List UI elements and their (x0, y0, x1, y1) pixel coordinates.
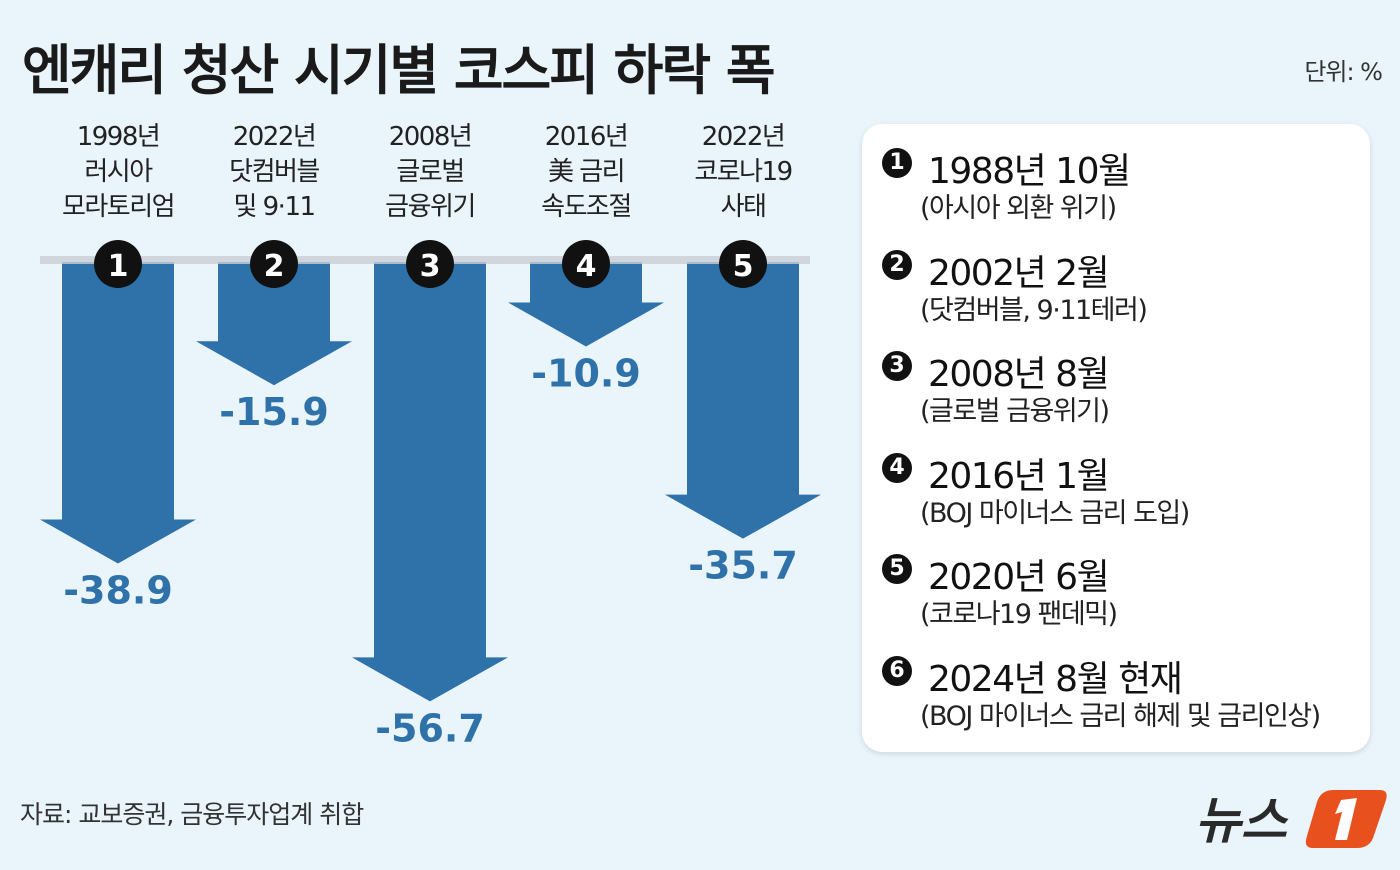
category-line: 금융위기 (385, 192, 476, 222)
category-line: 러시아 (84, 157, 153, 187)
marker-circle (94, 240, 142, 288)
legend-panel: 1 1988년 10월 (아시아 외환 위기) 2 2002년 2월 (닷컴버블, 9·1… (862, 124, 1370, 752)
legend-subtitle: (닷컴버블, 9·11테러) (920, 294, 1148, 326)
arrow-bar (40, 262, 196, 564)
legend-number: 3 (882, 351, 912, 381)
arrow-bar (665, 262, 821, 539)
legend-item: 4 2016년 1월 (BOJ 마이너스 금리 도입) (882, 447, 1190, 529)
legend-item: 2 2002년 2월 (닷컴버블, 9·11테러) (882, 244, 1148, 326)
svg-text:뉴스: 뉴스 (1195, 792, 1289, 850)
marker-circle (719, 240, 767, 288)
legend-item: 1 1988년 10월 (아시아 외환 위기) (882, 142, 1131, 224)
value-label: -15.9 (219, 390, 329, 434)
marker-number: 3 (420, 249, 441, 284)
marker-number: 1 (108, 249, 129, 284)
category-line: 및 9·11 (233, 192, 316, 222)
arrow-bar (508, 262, 664, 347)
category-line: 2016년 (544, 122, 629, 152)
value-label: -35.7 (688, 544, 798, 588)
marker-number: 2 (264, 249, 285, 284)
legend-title: 2008년 8월 (928, 354, 1110, 395)
page-title: 엔캐리 청산 시기별 코스피 하락 폭 (22, 39, 776, 102)
legend-subtitle: (BOJ 마이너스 금리 도입) (920, 497, 1190, 529)
legend-number: 2 (882, 249, 912, 280)
legend-number: 6 (882, 655, 912, 686)
marker-circle (562, 240, 610, 288)
category-line: 2008년 (388, 122, 473, 152)
marker-number: 4 (576, 249, 597, 284)
value-label: -56.7 (375, 706, 485, 750)
category-line: 코로나19 (694, 157, 793, 187)
news1-logo: 뉴스 (1195, 778, 1390, 857)
category-line: 2022년 (232, 122, 317, 152)
value-label: -10.9 (531, 351, 641, 395)
category-line: 1998년 (76, 122, 161, 152)
value-label: -38.9 (63, 568, 173, 612)
arrow-bar (352, 262, 508, 702)
legend-title: 2016년 1월 (928, 455, 1110, 497)
legend-subtitle: (코로나19 팬데믹) (920, 599, 1118, 630)
legend-number: 5 (882, 554, 912, 584)
legend-title: 1988년 10월 (928, 151, 1131, 192)
legend-number: 1 (882, 148, 912, 178)
category-line: 속도조절 (541, 192, 632, 222)
legend-item: 3 2008년 8월 (글로벌 금융위기) (882, 345, 1110, 427)
legend-title: 2020년 6월 (928, 557, 1110, 598)
arrow-bar (196, 262, 352, 386)
legend-number: 4 (882, 452, 912, 483)
legend-title: 2002년 2월 (928, 252, 1110, 294)
legend-item: 6 2024년 8월 현재 (BOJ 마이너스 금리 해제 및 금리인상) (882, 650, 1321, 732)
legend-subtitle: (BOJ 마이너스 금리 해제 및 금리인상) (920, 700, 1321, 732)
unit-label: 단위: % (1304, 58, 1383, 86)
source-note: 자료: 교보증권, 금융투자업계 취합 (20, 800, 364, 829)
legend-subtitle: (아시아 외환 위기) (920, 193, 1117, 224)
legend-item: 5 2020년 6월 (코로나19 팬데믹) (882, 548, 1118, 630)
category-line: 美 금리 (547, 157, 626, 187)
legend-title: 2024년 8월 현재 (928, 658, 1183, 700)
category-line: 글로벌 (396, 157, 465, 187)
marker-circle (406, 240, 454, 288)
arrow-chart: -38.9 -15.9 -56.7 -10.9 -35.7 1 2 3 4 5 (40, 240, 821, 750)
category-line: 모라토리엄 (61, 192, 176, 222)
marker-number: 5 (733, 249, 754, 284)
legend-subtitle: (글로벌 금융위기) (920, 396, 1110, 427)
category-line: 닷컴버블 (229, 157, 320, 187)
category-line: 사태 (720, 192, 767, 222)
category-line: 2022년 (701, 122, 786, 152)
marker-circle (250, 240, 298, 288)
